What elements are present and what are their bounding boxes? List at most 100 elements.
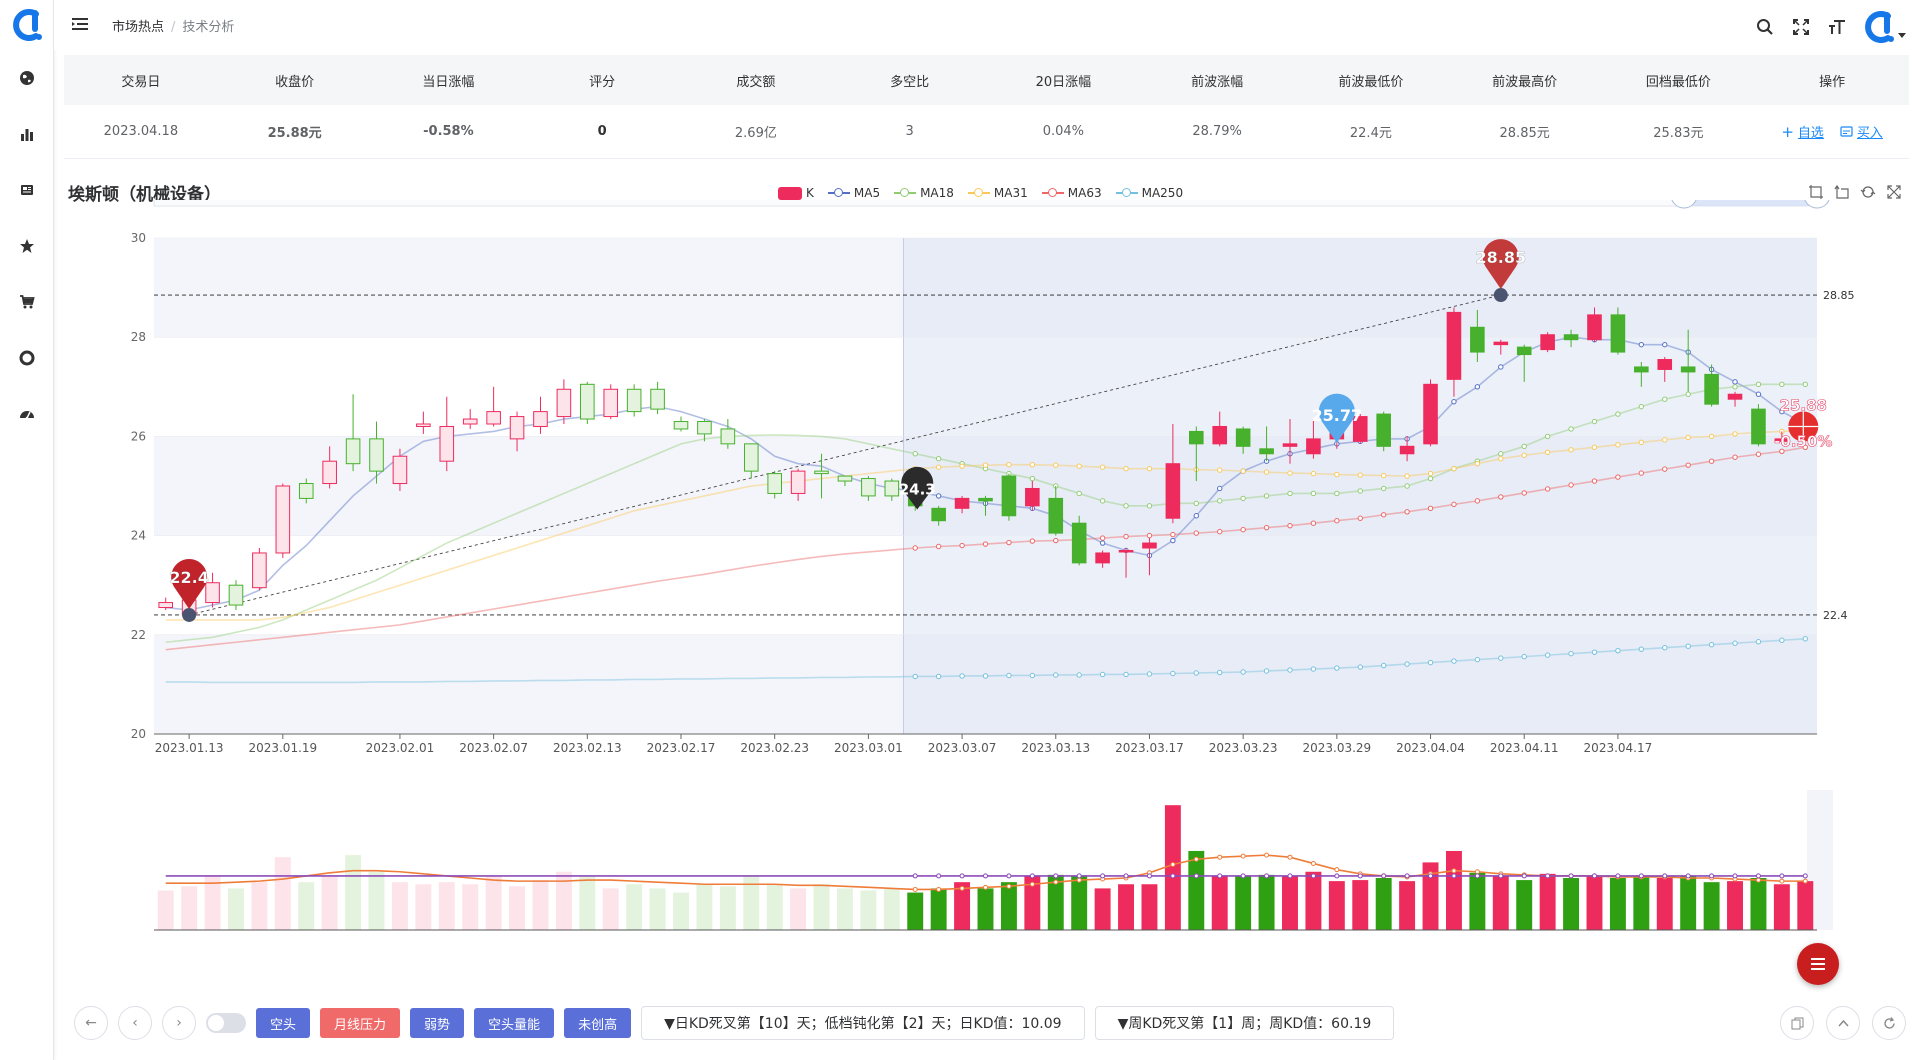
volume-bar xyxy=(1563,878,1580,930)
volume-ma-point-b xyxy=(1381,873,1387,879)
ma-point-ma31 xyxy=(1240,468,1246,474)
volume-bar xyxy=(274,857,291,930)
ma-point-ma31 xyxy=(935,464,942,470)
toggle-switch[interactable] xyxy=(206,1013,246,1033)
ma-point-ma31 xyxy=(1310,470,1317,477)
tag-no-new-high[interactable]: 未创高 xyxy=(564,1008,632,1038)
volume-ma-point-b xyxy=(959,873,965,879)
legend-ma5[interactable]: MA5 xyxy=(827,186,880,200)
newspaper-icon[interactable] xyxy=(17,180,37,200)
restore-icon[interactable] xyxy=(1860,184,1876,200)
user-avatar[interactable] xyxy=(1862,10,1896,44)
ma-point-ma31 xyxy=(1662,437,1668,443)
candle-body xyxy=(1165,463,1181,519)
x-tick-label: 2023.01.19 xyxy=(248,741,317,755)
search-icon[interactable] xyxy=(1754,16,1776,38)
volume-ma-point-a xyxy=(1193,856,1199,862)
candle-body xyxy=(1446,311,1462,380)
candle xyxy=(1470,309,1485,362)
lifebuoy-icon[interactable] xyxy=(17,348,37,368)
fullscreen-icon[interactable] xyxy=(1790,16,1812,38)
candle xyxy=(954,495,970,514)
candle xyxy=(673,416,689,432)
candle xyxy=(1352,414,1368,444)
cart-icon[interactable] xyxy=(17,292,37,312)
legend-ma63[interactable]: MA63 xyxy=(1041,186,1102,200)
dashboard-icon[interactable] xyxy=(17,404,37,424)
ma-point-ma63 xyxy=(1006,539,1012,546)
tag-weak[interactable]: 弱势 xyxy=(410,1008,465,1038)
breadcrumb-home[interactable]: 市场热点 xyxy=(112,20,165,35)
menu-icon xyxy=(1811,958,1825,970)
add-watchlist-button[interactable]: + 自选 xyxy=(1781,122,1824,142)
legend-ma250[interactable]: MA250 xyxy=(1115,186,1183,200)
zoom-reset-icon[interactable] xyxy=(1834,184,1850,200)
ma-point-ma63 xyxy=(1498,494,1504,500)
app-logo[interactable] xyxy=(10,8,44,42)
kline-chart[interactable]: 20 22 24 26 28 30 2023.01.13 2023.01.19 2023.02.… xyxy=(54,200,1920,990)
refresh-button[interactable] xyxy=(1872,1006,1906,1040)
menu-toggle-icon[interactable] xyxy=(70,14,90,34)
float-menu-button[interactable] xyxy=(1797,943,1839,985)
save-image-icon[interactable] xyxy=(1886,184,1902,200)
top-right-tools xyxy=(1754,10,1906,44)
candle xyxy=(1118,548,1134,578)
candle xyxy=(416,411,431,434)
caret-down-icon[interactable] xyxy=(1898,33,1906,39)
ma-point-ma250 xyxy=(1263,668,1270,674)
x-tick-label: 2023.03.17 xyxy=(1115,741,1184,755)
buy-button[interactable]: 买入 xyxy=(1840,122,1883,141)
font-size-icon[interactable] xyxy=(1826,16,1848,38)
candle-body xyxy=(1423,383,1438,445)
value-wave-chg: 28.79% xyxy=(1192,124,1242,139)
candle xyxy=(1680,329,1696,392)
candle-body xyxy=(1563,334,1579,341)
bar-chart-icon[interactable] xyxy=(17,124,37,144)
copy-button[interactable] xyxy=(1780,1006,1814,1040)
mid-marker-pin xyxy=(1318,393,1355,443)
next-button[interactable]: › xyxy=(162,1006,196,1040)
volume-ma-point-b xyxy=(1264,873,1270,879)
ma-point-ma250 xyxy=(1357,664,1363,670)
ma-point-ma63 xyxy=(1404,509,1410,515)
first-button[interactable]: ← xyxy=(74,1006,108,1040)
volume-ma-point-b xyxy=(1498,873,1504,879)
legend-ma31[interactable]: MA31 xyxy=(967,186,1028,200)
candle xyxy=(252,548,267,591)
ma-point-ma18 xyxy=(1380,485,1387,492)
volume-bar xyxy=(1258,874,1275,930)
volume-bar xyxy=(1047,874,1064,930)
prev-button[interactable]: ‹ xyxy=(118,1006,152,1040)
ma-point-ma250 xyxy=(1287,667,1293,673)
candle xyxy=(1142,538,1157,576)
chevron-left-icon: ‹ xyxy=(132,1015,138,1031)
candle xyxy=(837,475,853,486)
volume-bar xyxy=(1282,875,1298,930)
ma-point-ma63 xyxy=(1755,451,1762,457)
volume-bar xyxy=(1516,880,1533,930)
data-slider-handle xyxy=(1804,200,1830,209)
legend-ma18[interactable]: MA18 xyxy=(894,186,954,200)
zoom-select-icon[interactable] xyxy=(1808,184,1824,200)
scroll-top-button[interactable] xyxy=(1826,1006,1860,1040)
volume-bar xyxy=(837,888,853,930)
candle xyxy=(1235,426,1251,454)
ma-point-ma31 xyxy=(1099,464,1106,470)
tag-monthly-resistance[interactable]: 月线压力 xyxy=(320,1008,401,1038)
volume-bar xyxy=(907,892,924,930)
tag-bear-volume[interactable]: 空头量能 xyxy=(474,1008,555,1038)
candle-body xyxy=(1516,346,1532,356)
ma-point-ma31 xyxy=(982,462,989,468)
globe-icon[interactable] xyxy=(17,68,37,88)
legend-swatch xyxy=(894,188,917,197)
volume-ma-point-a xyxy=(936,886,942,892)
ma-point-ma63 xyxy=(1638,470,1645,476)
star-icon[interactable] xyxy=(17,236,37,256)
header-score: 评分 xyxy=(589,74,616,90)
tag-bear[interactable]: 空头 xyxy=(256,1008,311,1038)
volume-ma-line-a xyxy=(165,854,1806,891)
candle-body xyxy=(884,480,900,497)
candle-body xyxy=(392,455,408,485)
ma-point-ma250 xyxy=(1217,669,1223,676)
legend-k[interactable]: K xyxy=(778,186,814,200)
